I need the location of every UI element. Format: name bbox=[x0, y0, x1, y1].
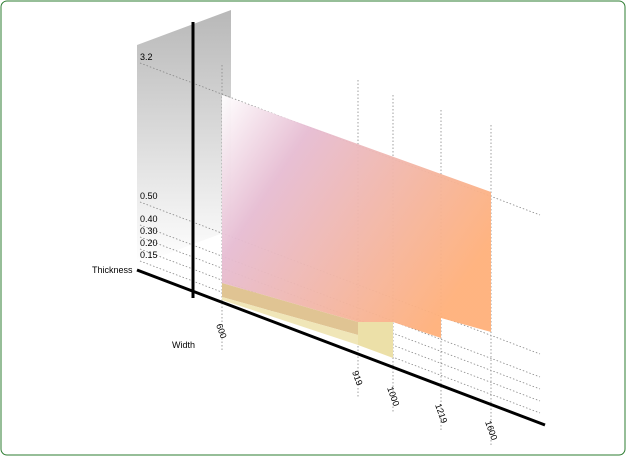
thickness-tick-label: 0.15 bbox=[140, 250, 158, 260]
width-tick-label: 600 bbox=[214, 322, 229, 340]
thickness-tick-label: 0.40 bbox=[140, 214, 158, 224]
width-axis bbox=[136, 268, 546, 427]
mid-range-area bbox=[358, 322, 393, 358]
thickness-tick-label: 0.30 bbox=[140, 226, 158, 236]
thickness-tick-label: 3.2 bbox=[140, 52, 153, 62]
width-tick-label: 919 bbox=[350, 369, 365, 387]
thickness-axis-label: Thickness bbox=[92, 265, 133, 275]
width-tick-label: 1000 bbox=[385, 385, 401, 407]
size-range-area bbox=[222, 95, 491, 338]
thickness-tick-label: 0.20 bbox=[140, 238, 158, 248]
width-tick-label: 1600 bbox=[483, 419, 499, 441]
width-axis-label: Width bbox=[172, 340, 195, 350]
thickness-panel bbox=[137, 10, 231, 265]
width-tick-label: 1219 bbox=[433, 402, 449, 424]
thin-range-area bbox=[222, 297, 358, 345]
thickness-tick-label: 0.50 bbox=[140, 191, 158, 201]
narrow-range-area bbox=[222, 283, 358, 335]
